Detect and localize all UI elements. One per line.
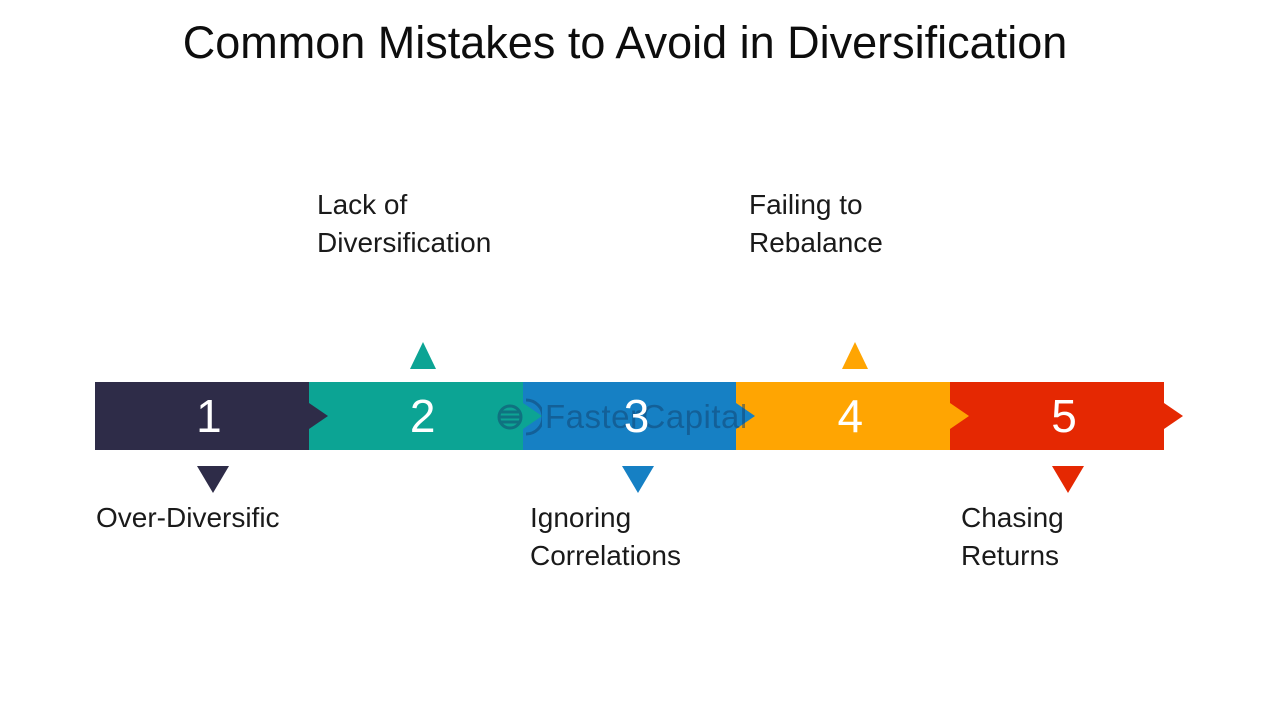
label-line: Rebalance	[749, 227, 883, 258]
step-label-over-diversification: Over-Diversific	[96, 499, 280, 537]
step-label-failing-to-rebalance: Failing to Rebalance	[749, 186, 883, 262]
process-arrow-band: 1 2 3 4 5	[95, 382, 1183, 450]
chevron-right-icon	[736, 403, 756, 429]
step-label-lack-of-diversification: Lack of Diversification	[317, 186, 491, 262]
chevron-right-icon	[522, 403, 542, 429]
step-label-chasing-returns: Chasing Returns	[961, 499, 1064, 575]
label-line: Returns	[961, 540, 1060, 571]
step-segment-1: 1	[95, 382, 328, 450]
chevron-right-icon	[1163, 403, 1183, 429]
watermark-text: FasterCapital	[545, 398, 748, 435]
step-number-2: 2	[409, 390, 436, 442]
step-segment-2: 2	[308, 382, 542, 450]
triangle-down-icon-step-3	[622, 466, 654, 493]
step-segment-5: 5	[950, 382, 1183, 450]
chevron-right-icon	[950, 403, 970, 429]
triangle-up-icon-step-2	[410, 342, 436, 369]
label-line: Ignoring	[530, 502, 632, 533]
triangle-up-icon-step-4	[842, 342, 868, 369]
label-line: Failing to	[749, 189, 863, 220]
page-title: Common Mistakes to Avoid in Diversificat…	[182, 17, 1068, 68]
step-number-4: 4	[837, 390, 864, 442]
step-number-1: 1	[196, 390, 222, 442]
step-number-5: 5	[1051, 390, 1077, 442]
step-segment-3: 3	[522, 382, 756, 450]
triangle-down-icon-step-1	[197, 466, 229, 493]
label-line: Diversification	[317, 227, 492, 258]
step-segment-4: 4	[736, 382, 970, 450]
label-line: Correlations	[530, 540, 681, 571]
triangle-down-icon-step-5	[1052, 466, 1084, 493]
globe-icon	[497, 398, 542, 436]
label-line: Chasing	[961, 502, 1064, 533]
label-line: Over-Diversific	[96, 502, 280, 533]
step-number-3: 3	[623, 390, 650, 442]
step-label-ignoring-correlations: Ignoring Correlations	[530, 499, 681, 575]
chevron-right-icon	[308, 403, 328, 429]
watermark: FasterCapital	[496, 396, 748, 438]
label-line: Lack of	[317, 189, 408, 220]
